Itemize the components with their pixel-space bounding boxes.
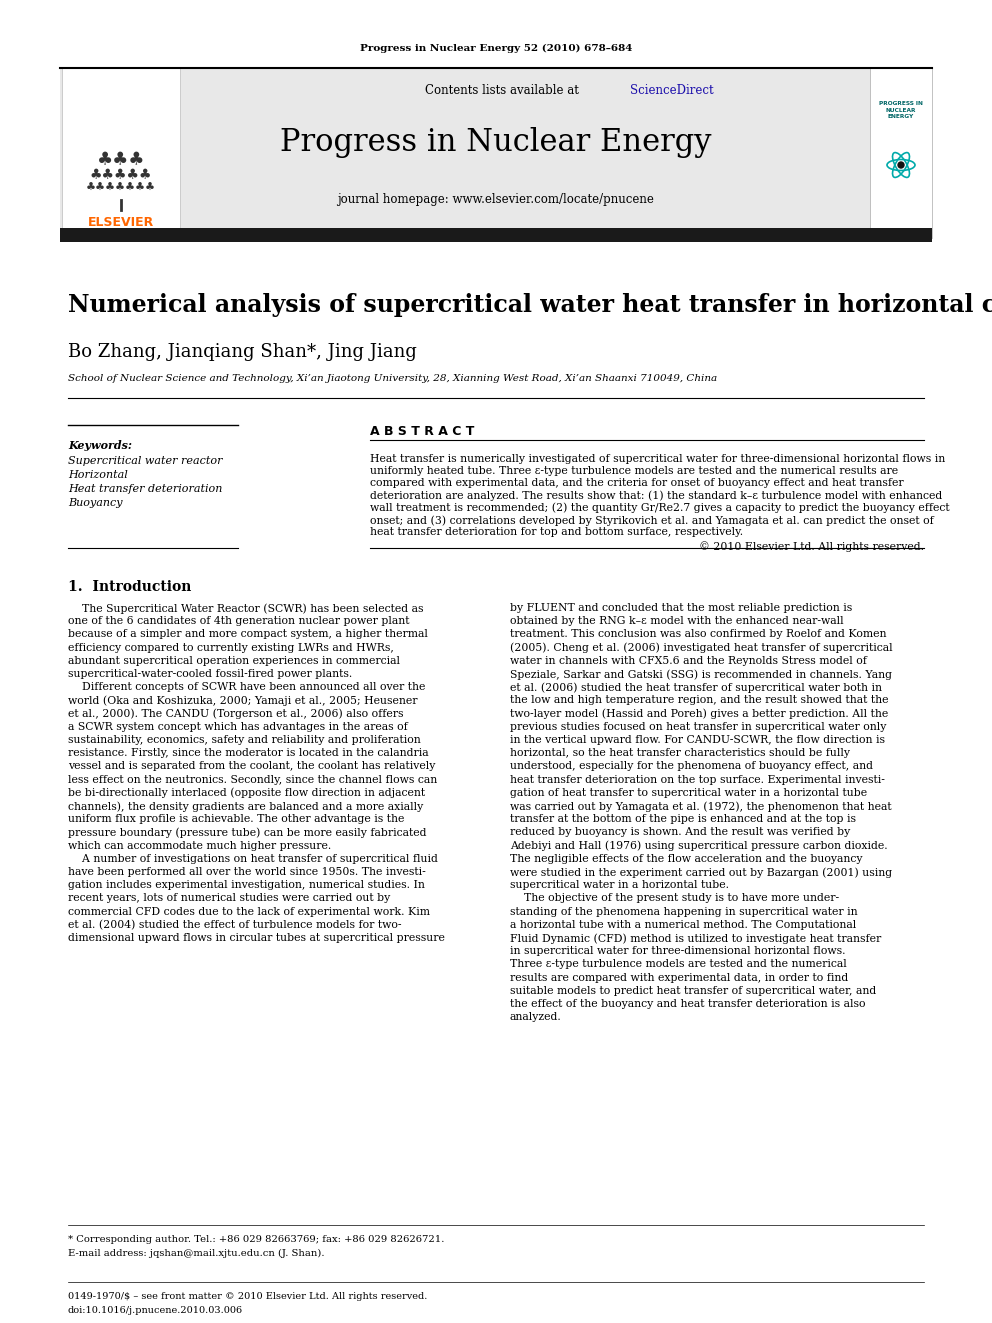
Text: transfer at the bottom of the pipe is enhanced and at the top is: transfer at the bottom of the pipe is en… <box>510 814 856 824</box>
Text: dimensional upward flows in circular tubes at supercritical pressure: dimensional upward flows in circular tub… <box>68 933 444 943</box>
Text: A number of investigations on heat transfer of supercritical fluid: A number of investigations on heat trans… <box>68 853 437 864</box>
Text: et al. (2004) studied the effect of turbulence models for two-: et al. (2004) studied the effect of turb… <box>68 919 402 930</box>
Text: wall treatment is recommended; (2) the quantity Gr/Re2.7 gives a capacity to pre: wall treatment is recommended; (2) the q… <box>370 503 949 513</box>
Text: ScienceDirect: ScienceDirect <box>630 83 713 97</box>
Text: resistance. Firstly, since the moderator is located in the calandria: resistance. Firstly, since the moderator… <box>68 749 429 758</box>
Bar <box>60 228 932 242</box>
Text: in supercritical water for three-dimensional horizontal flows.: in supercritical water for three-dimensi… <box>510 946 845 957</box>
Text: suitable models to predict heat transfer of supercritical water, and: suitable models to predict heat transfer… <box>510 986 876 996</box>
Text: Three ε-type turbulence models are tested and the numerical: Three ε-type turbulence models are teste… <box>510 959 847 970</box>
Text: 0149-1970/$ – see front matter © 2010 Elsevier Ltd. All rights reserved.: 0149-1970/$ – see front matter © 2010 El… <box>68 1293 428 1301</box>
Text: standing of the phenomena happening in supercritical water in: standing of the phenomena happening in s… <box>510 906 858 917</box>
Text: understood, especially for the phenomena of buoyancy effect, and: understood, especially for the phenomena… <box>510 762 873 771</box>
Bar <box>870 67 932 238</box>
Circle shape <box>898 161 904 168</box>
Text: gation of heat transfer to supercritical water in a horizontal tube: gation of heat transfer to supercritical… <box>510 787 867 798</box>
Text: was carried out by Yamagata et al. (1972), the phenomenon that heat: was carried out by Yamagata et al. (1972… <box>510 800 892 811</box>
Text: because of a simpler and more compact system, a higher thermal: because of a simpler and more compact sy… <box>68 630 428 639</box>
Text: Fluid Dynamic (CFD) method is utilized to investigate heat transfer: Fluid Dynamic (CFD) method is utilized t… <box>510 933 881 943</box>
Text: PROGRESS IN
NUCLEAR
ENERGY: PROGRESS IN NUCLEAR ENERGY <box>879 101 923 119</box>
Text: © 2010 Elsevier Ltd. All rights reserved.: © 2010 Elsevier Ltd. All rights reserved… <box>699 541 924 552</box>
Text: Horizontal: Horizontal <box>68 470 128 480</box>
Text: the effect of the buoyancy and heat transfer deterioration is also: the effect of the buoyancy and heat tran… <box>510 999 865 1009</box>
Text: be bi-directionally interlaced (opposite flow direction in adjacent: be bi-directionally interlaced (opposite… <box>68 787 426 798</box>
Text: by FLUENT and concluded that the most reliable prediction is: by FLUENT and concluded that the most re… <box>510 603 852 613</box>
Text: which can accommodate much higher pressure.: which can accommodate much higher pressu… <box>68 840 331 851</box>
Text: recent years, lots of numerical studies were carried out by: recent years, lots of numerical studies … <box>68 893 390 904</box>
Text: world (Oka and Koshizuka, 2000; Yamaji et al., 2005; Heusener: world (Oka and Koshizuka, 2000; Yamaji e… <box>68 696 418 706</box>
Text: uniformly heated tube. Three ε-type turbulence models are tested and the numeric: uniformly heated tube. Three ε-type turb… <box>370 466 898 476</box>
Text: reduced by buoyancy is shown. And the result was verified by: reduced by buoyancy is shown. And the re… <box>510 827 850 837</box>
Text: ♣♣♣♣♣: ♣♣♣♣♣ <box>89 168 152 183</box>
Text: pressure boundary (pressure tube) can be more easily fabricated: pressure boundary (pressure tube) can be… <box>68 827 427 837</box>
Text: Numerical analysis of supercritical water heat transfer in horizontal circular t: Numerical analysis of supercritical wate… <box>68 292 992 318</box>
Text: have been performed all over the world since 1950s. The investi-: have been performed all over the world s… <box>68 867 426 877</box>
Text: supercritical-water-cooled fossil-fired power plants.: supercritical-water-cooled fossil-fired … <box>68 669 352 679</box>
Text: Adebiyi and Hall (1976) using supercritical pressure carbon dioxide.: Adebiyi and Hall (1976) using supercriti… <box>510 840 888 851</box>
Text: heat transfer deterioration for top and bottom surface, respectively.: heat transfer deterioration for top and … <box>370 527 743 537</box>
Text: two-layer model (Hassid and Poreh) gives a better prediction. All the: two-layer model (Hassid and Poreh) gives… <box>510 709 888 720</box>
Text: Progress in Nuclear Energy 52 (2010) 678–684: Progress in Nuclear Energy 52 (2010) 678… <box>360 44 632 53</box>
Text: previous studies focused on heat transfer in supercritical water only: previous studies focused on heat transfe… <box>510 722 887 732</box>
Text: a horizontal tube with a numerical method. The Computational: a horizontal tube with a numerical metho… <box>510 919 856 930</box>
Text: School of Nuclear Science and Technology, Xi’an Jiaotong University, 28, Xiannin: School of Nuclear Science and Technology… <box>68 374 717 382</box>
Text: gation includes experimental investigation, numerical studies. In: gation includes experimental investigati… <box>68 880 425 890</box>
Text: Buoyancy: Buoyancy <box>68 497 122 508</box>
Text: Heat transfer is numerically investigated of supercritical water for three-dimen: Heat transfer is numerically investigate… <box>370 454 945 464</box>
Text: Heat transfer deterioration: Heat transfer deterioration <box>68 484 222 493</box>
Text: The negligible effects of the flow acceleration and the buoyancy: The negligible effects of the flow accel… <box>510 853 862 864</box>
Text: Bo Zhang, Jianqiang Shan*, Jing Jiang: Bo Zhang, Jianqiang Shan*, Jing Jiang <box>68 343 417 361</box>
Text: et al., 2000). The CANDU (Torgerson et al., 2006) also offers: et al., 2000). The CANDU (Torgerson et a… <box>68 709 404 720</box>
Text: ♣♣♣♣♣♣♣: ♣♣♣♣♣♣♣ <box>86 183 156 193</box>
Text: 1.  Introduction: 1. Introduction <box>68 579 191 594</box>
Text: compared with experimental data, and the criteria for onset of buoyancy effect a: compared with experimental data, and the… <box>370 479 904 488</box>
Text: ELSEVIER: ELSEVIER <box>88 216 154 229</box>
Text: horizontal, so the heat transfer characteristics should be fully: horizontal, so the heat transfer charact… <box>510 749 850 758</box>
Bar <box>62 67 180 238</box>
Text: The Supercritical Water Reactor (SCWR) has been selected as: The Supercritical Water Reactor (SCWR) h… <box>68 603 424 614</box>
Text: * Corresponding author. Tel.: +86 029 82663769; fax: +86 029 82626721.: * Corresponding author. Tel.: +86 029 82… <box>68 1234 444 1244</box>
Text: channels), the density gradients are balanced and a more axially: channels), the density gradients are bal… <box>68 800 424 811</box>
Text: Contents lists available at: Contents lists available at <box>425 83 582 97</box>
Text: analyzed.: analyzed. <box>510 1012 561 1023</box>
Text: the low and high temperature region, and the result showed that the: the low and high temperature region, and… <box>510 696 889 705</box>
Text: one of the 6 candidates of 4th generation nuclear power plant: one of the 6 candidates of 4th generatio… <box>68 617 410 626</box>
Text: vessel and is separated from the coolant, the coolant has relatively: vessel and is separated from the coolant… <box>68 762 435 771</box>
Text: A B S T R A C T: A B S T R A C T <box>370 425 474 438</box>
Text: E-mail address: jqshan@mail.xjtu.edu.cn (J. Shan).: E-mail address: jqshan@mail.xjtu.edu.cn … <box>68 1249 324 1258</box>
Text: Keywords:: Keywords: <box>68 441 132 451</box>
Text: sustainability, economics, safety and reliability and proliferation: sustainability, economics, safety and re… <box>68 736 421 745</box>
Text: supercritical water in a horizontal tube.: supercritical water in a horizontal tube… <box>510 880 729 890</box>
Text: ♣♣♣: ♣♣♣ <box>97 151 145 169</box>
Text: et al. (2006) studied the heat transfer of supercritical water both in: et al. (2006) studied the heat transfer … <box>510 683 882 693</box>
Text: treatment. This conclusion was also confirmed by Roelof and Komen: treatment. This conclusion was also conf… <box>510 630 887 639</box>
Text: journal homepage: www.elsevier.com/locate/pnucene: journal homepage: www.elsevier.com/locat… <box>337 193 655 206</box>
Text: deterioration are analyzed. The results show that: (1) the standard k–ε turbulen: deterioration are analyzed. The results … <box>370 491 942 501</box>
Text: commercial CFD codes due to the lack of experimental work. Kim: commercial CFD codes due to the lack of … <box>68 906 430 917</box>
Text: onset; and (3) correlations developed by Styrikovich et al. and Yamagata et al. : onset; and (3) correlations developed by… <box>370 515 933 525</box>
Text: obtained by the RNG k–ε model with the enhanced near-wall: obtained by the RNG k–ε model with the e… <box>510 617 843 626</box>
Text: Supercritical water reactor: Supercritical water reactor <box>68 456 222 466</box>
Text: The objective of the present study is to have more under-: The objective of the present study is to… <box>510 893 839 904</box>
Text: water in channels with CFX5.6 and the Reynolds Stress model of: water in channels with CFX5.6 and the Re… <box>510 656 867 665</box>
Text: Speziale, Sarkar and Gatski (SSG) is recommended in channels. Yang: Speziale, Sarkar and Gatski (SSG) is rec… <box>510 669 892 680</box>
Text: doi:10.1016/j.pnucene.2010.03.006: doi:10.1016/j.pnucene.2010.03.006 <box>68 1306 243 1315</box>
Bar <box>60 67 932 239</box>
Text: were studied in the experiment carried out by Bazargan (2001) using: were studied in the experiment carried o… <box>510 867 892 877</box>
Text: less effect on the neutronics. Secondly, since the channel flows can: less effect on the neutronics. Secondly,… <box>68 774 437 785</box>
Text: in the vertical upward flow. For CANDU-SCWR, the flow direction is: in the vertical upward flow. For CANDU-S… <box>510 736 885 745</box>
Text: abundant supercritical operation experiences in commercial: abundant supercritical operation experie… <box>68 656 400 665</box>
Text: heat transfer deterioration on the top surface. Experimental investi-: heat transfer deterioration on the top s… <box>510 774 885 785</box>
Text: uniform flux profile is achievable. The other advantage is the: uniform flux profile is achievable. The … <box>68 814 405 824</box>
Text: (2005). Cheng et al. (2006) investigated heat transfer of supercritical: (2005). Cheng et al. (2006) investigated… <box>510 643 893 654</box>
Text: Progress in Nuclear Energy: Progress in Nuclear Energy <box>281 127 711 159</box>
Text: a SCWR system concept which has advantages in the areas of: a SCWR system concept which has advantag… <box>68 722 408 732</box>
Text: efficiency compared to currently existing LWRs and HWRs,: efficiency compared to currently existin… <box>68 643 394 652</box>
Text: Different concepts of SCWR have been announced all over the: Different concepts of SCWR have been ann… <box>68 683 426 692</box>
Text: results are compared with experimental data, in order to find: results are compared with experimental d… <box>510 972 848 983</box>
